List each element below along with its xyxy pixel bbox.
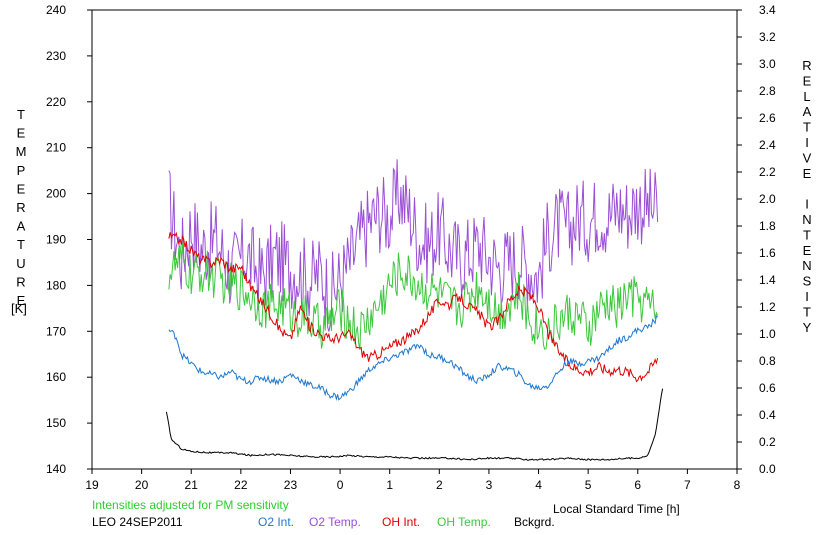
legend: O2 Int. O2 Temp. OH Int. OH Temp. Bckgrd.	[258, 515, 555, 529]
left-axis-title-letter: E	[17, 126, 26, 141]
y-right-tick-label: 2.0	[759, 192, 776, 206]
y-left-tick-label: 200	[46, 187, 66, 201]
right-axis-title-letter: I	[805, 289, 809, 304]
x-tick-label: 22	[234, 478, 248, 492]
y-right-tick-label: 1.2	[759, 300, 776, 314]
right-axis-title-letter: E	[803, 166, 812, 181]
y-right-tick-label: 3.0	[759, 57, 776, 71]
y-right-tick-label: 2.8	[759, 84, 776, 98]
right-axis-title-letter: L	[803, 89, 810, 104]
y-right-tick-label: 2.4	[759, 138, 776, 152]
x-tick-label: 20	[135, 478, 149, 492]
plot-frame	[91, 9, 738, 470]
right-axis-title-letter: A	[803, 104, 812, 119]
x-tick-label: 5	[585, 478, 592, 492]
x-tick-label: 7	[684, 478, 691, 492]
series-oh-temp-line	[168, 243, 659, 350]
series-o2-int-line	[168, 314, 658, 402]
left-axis-title-letter: U	[16, 256, 25, 271]
series-layer	[165, 159, 664, 461]
x-tick-label: 19	[85, 478, 99, 492]
y-right-tick-labels: 0.0 0.2 0.4 0.6 0.8 1.0 1.2 1.4 1.6 1.8 2.0 2.2 2.4 2…	[759, 3, 776, 476]
y-left-tick-labels: 140 150 160 170 180 190 200 210 220 230 240	[46, 3, 66, 476]
y-right-tick-label: 0.6	[759, 381, 776, 395]
legend-entry: Bckgrd.	[514, 515, 555, 529]
x-tick-label: 23	[284, 478, 298, 492]
right-axis-title-letter: T	[803, 304, 811, 319]
right-axis-title-letter: R	[802, 58, 811, 73]
left-axis-title-letter: T	[17, 237, 25, 252]
y-left-tick-label: 210	[46, 141, 66, 155]
y-right-tick-label: 0.2	[759, 435, 776, 449]
y-right-tick-label: 0.8	[759, 354, 776, 368]
station-date-label: LEO 24SEP2011	[92, 515, 183, 529]
y-left-tick-label: 140	[46, 462, 66, 476]
y-right-tick-label: 1.4	[759, 273, 776, 287]
y-right-tick-label: 2.6	[759, 111, 776, 125]
y-right-tick-label: 1.8	[759, 219, 776, 233]
right-axis-title-letter: N	[802, 212, 811, 227]
right-axis-title-letter: Y	[803, 320, 812, 335]
y-left-tick-label: 160	[46, 370, 66, 384]
x-tick-label: 6	[634, 478, 641, 492]
left-axis-title-letter: E	[17, 293, 26, 308]
left-axis-title-letter: A	[17, 219, 26, 234]
y-left-tick-label: 230	[46, 49, 66, 63]
left-axis-unit: [K]	[11, 301, 27, 316]
left-axis-title-letter: E	[17, 181, 26, 196]
legend-entry: OH Temp.	[437, 515, 491, 529]
y-right-tick-label: 3.4	[759, 3, 776, 17]
right-axis-title-letter: V	[803, 150, 812, 165]
y-left-tick-label: 240	[46, 3, 66, 17]
right-axis-title-letter: T	[803, 120, 811, 135]
y-left-tick-label: 190	[46, 233, 66, 247]
series-o2-temp-line	[168, 159, 659, 332]
right-axis-title-letter: I	[805, 135, 809, 150]
x-axis-title: Local Standard Time [h]	[553, 502, 680, 516]
y-left-tick-label: 220	[46, 95, 66, 109]
left-axis-title-letter: T	[17, 107, 25, 122]
tick-marks	[87, 9, 742, 474]
series-bckgrd-line	[165, 388, 664, 461]
y-right-tick-label: 0.0	[759, 462, 776, 476]
right-axis-title-letter: E	[803, 243, 812, 258]
x-tick-label: 4	[535, 478, 542, 492]
y-right-tick-label: 2.2	[759, 165, 776, 179]
legend-entry: OH Int.	[382, 515, 420, 529]
y-right-tick-label: 1.6	[759, 246, 776, 260]
y-right-tick-label: 0.4	[759, 408, 776, 422]
right-axis-title-letter: T	[803, 227, 811, 242]
x-tick-label: 21	[185, 478, 199, 492]
legend-entry: O2 Int.	[258, 515, 294, 529]
y-right-tick-label: 3.2	[759, 30, 776, 44]
y-left-tick-label: 170	[46, 324, 66, 338]
y-right-tick-label: 1.0	[759, 327, 776, 341]
legend-entry: O2 Temp.	[309, 515, 361, 529]
x-tick-label: 8	[734, 478, 741, 492]
right-axis-title-letter: I	[805, 197, 809, 212]
x-tick-label: 1	[386, 478, 393, 492]
right-axis-title-letter: E	[803, 73, 812, 88]
pm-sensitivity-note: Intensities adjusted for PM sensitivity	[92, 498, 289, 512]
x-tick-labels: 19 20 21 22 23 0 1 2 3 4 5 6 7 8	[85, 478, 740, 492]
series-oh-int-line	[168, 231, 659, 383]
left-axis-title-letter: P	[17, 163, 26, 178]
left-axis-title-letter: M	[16, 144, 27, 159]
left-axis-title-letter: R	[16, 200, 25, 215]
x-tick-label: 2	[436, 478, 443, 492]
x-tick-label: 3	[486, 478, 493, 492]
right-axis-title-letter: N	[802, 258, 811, 273]
x-tick-label: 0	[337, 478, 344, 492]
right-axis-title-letter: S	[803, 274, 812, 289]
y-left-tick-label: 150	[46, 416, 66, 430]
y-left-tick-label: 180	[46, 278, 66, 292]
left-axis-title-letter: R	[16, 274, 25, 289]
